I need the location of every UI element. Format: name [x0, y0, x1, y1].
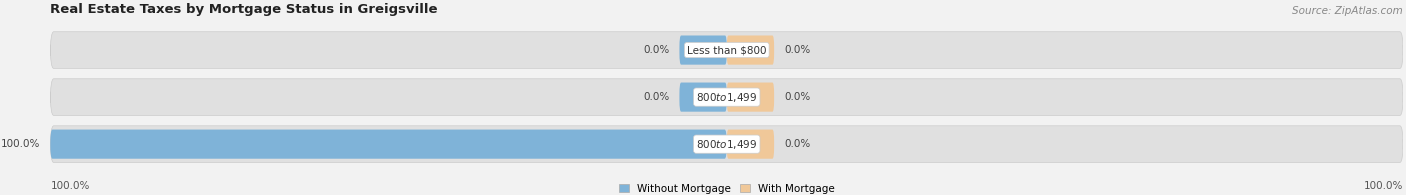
FancyBboxPatch shape [727, 129, 775, 159]
FancyBboxPatch shape [51, 129, 727, 159]
Text: Source: ZipAtlas.com: Source: ZipAtlas.com [1292, 6, 1403, 16]
FancyBboxPatch shape [51, 126, 1403, 162]
Text: 100.0%: 100.0% [51, 181, 90, 191]
Text: 0.0%: 0.0% [785, 45, 810, 55]
Text: 100.0%: 100.0% [1364, 181, 1403, 191]
Text: $800 to $1,499: $800 to $1,499 [696, 91, 758, 104]
FancyBboxPatch shape [679, 82, 727, 112]
Text: 0.0%: 0.0% [643, 45, 669, 55]
Legend: Without Mortgage, With Mortgage: Without Mortgage, With Mortgage [619, 184, 835, 194]
FancyBboxPatch shape [727, 35, 775, 65]
Text: 0.0%: 0.0% [785, 139, 810, 149]
Text: Real Estate Taxes by Mortgage Status in Greigsville: Real Estate Taxes by Mortgage Status in … [51, 3, 437, 16]
FancyBboxPatch shape [727, 82, 775, 112]
FancyBboxPatch shape [679, 35, 727, 65]
FancyBboxPatch shape [51, 79, 1403, 115]
Text: Less than $800: Less than $800 [688, 45, 766, 55]
Text: $800 to $1,499: $800 to $1,499 [696, 138, 758, 151]
Text: 0.0%: 0.0% [785, 92, 810, 102]
Text: 0.0%: 0.0% [643, 92, 669, 102]
Text: 100.0%: 100.0% [1, 139, 41, 149]
FancyBboxPatch shape [51, 32, 1403, 68]
